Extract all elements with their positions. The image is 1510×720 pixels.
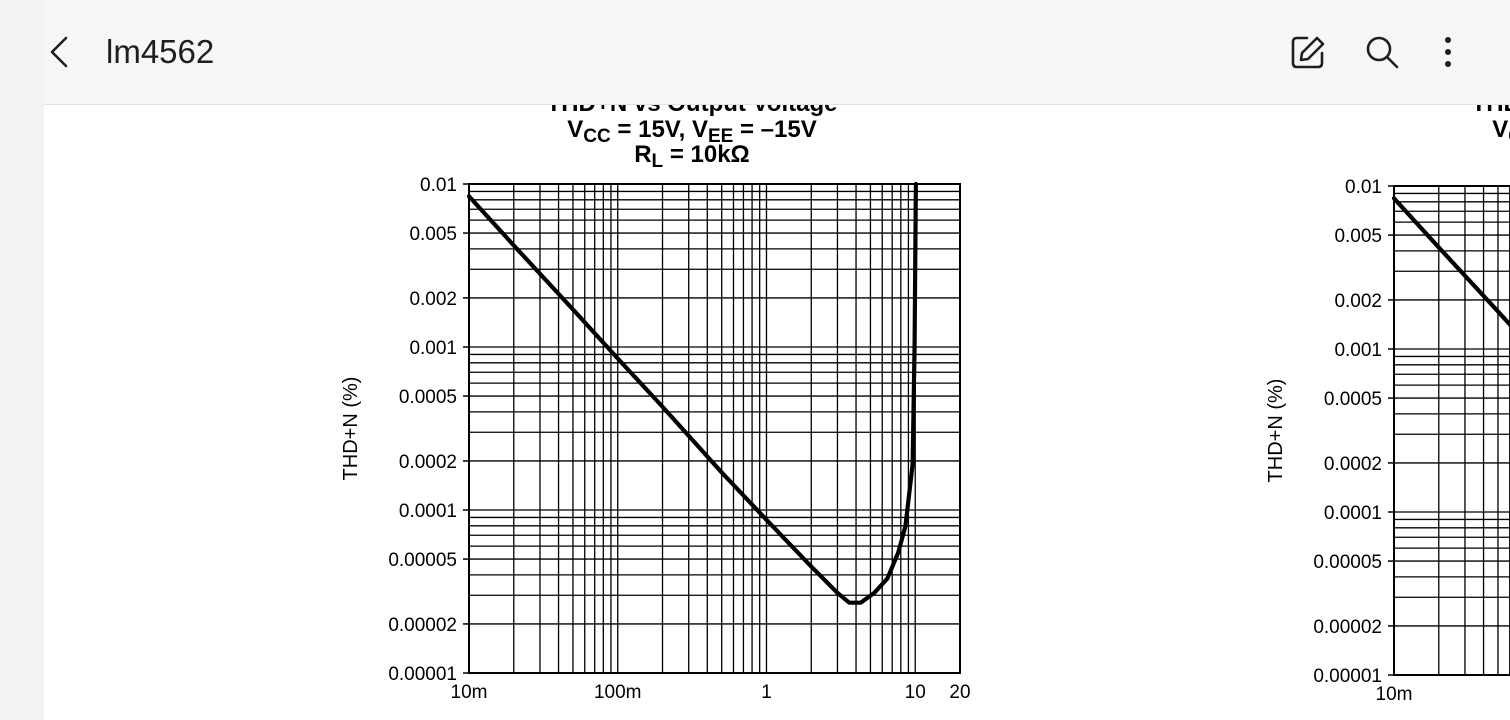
back-button[interactable] [44, 32, 76, 72]
x-tick-label: 10m [451, 682, 488, 703]
subtitle-text: = –15V [733, 116, 816, 143]
subtitle-text: = 15V, V [611, 116, 708, 143]
subtitle-text: V [567, 116, 583, 143]
subtitle-subscript: CC [583, 126, 611, 147]
chart-title: THD+N vs Output Voltage [547, 104, 838, 117]
y-tick-label: 0.005 [1334, 226, 1382, 247]
left-rail [0, 0, 44, 720]
y-tick-label: 0.001 [1334, 340, 1382, 361]
chart-title: THD+N vs Output Voltage [1472, 104, 1510, 117]
plot-frame [1393, 185, 1510, 676]
y-tick-label: 0.00005 [388, 550, 457, 571]
subtitle-text: = 10kΩ [663, 141, 750, 168]
more-vert-icon [1445, 37, 1451, 67]
y-tick-label: 0.002 [1334, 291, 1382, 312]
y-tick-label: 0.0001 [1324, 503, 1382, 524]
subtitle-subscript: L [652, 151, 664, 172]
subtitle-text: R [634, 141, 651, 168]
subtitle-subscript: EE [708, 126, 733, 147]
y-tick-label: 0.00005 [1313, 552, 1382, 573]
plot-frame [468, 183, 961, 674]
y-tick-label: 0.00002 [388, 615, 457, 636]
x-tick-label: 1 [761, 682, 772, 703]
y-tick-label: 0.001 [409, 338, 457, 359]
x-tick-label: 20 [949, 682, 970, 703]
series-line [1391, 196, 1510, 328]
edit-button[interactable] [1288, 32, 1328, 72]
y-tick-label: 0.01 [1345, 177, 1382, 198]
chart-subtitle-line: VCC = 15V, VEE = –15V [567, 116, 816, 147]
subtitle-subscript: CC [1508, 126, 1510, 147]
y-tick-label: 0.00001 [388, 664, 457, 685]
page-title: lm4562 [106, 33, 215, 70]
y-axis-label: THD+N (%) [340, 377, 362, 481]
x-tick-label: 100m [594, 682, 642, 703]
y-tick-label: 0.00001 [1313, 666, 1382, 687]
y-axis-label: THD+N (%) [1265, 379, 1287, 483]
search-icon [1366, 36, 1399, 69]
more-options-button[interactable] [1428, 32, 1468, 72]
y-tick-label: 0.002 [409, 289, 457, 310]
y-tick-label: 0.0001 [399, 501, 457, 522]
y-tick-label: 0.00002 [1313, 617, 1382, 638]
y-tick-label: 0.0002 [1324, 454, 1382, 475]
edit-icon [1291, 36, 1325, 69]
x-tick-label: 10m [1376, 684, 1413, 705]
y-tick-label: 0.005 [409, 224, 457, 245]
series-line [466, 181, 918, 605]
x-tick-label: 10 [905, 682, 926, 703]
subtitle-text: V [1492, 116, 1508, 143]
y-tick-label: 0.0005 [1324, 389, 1382, 410]
y-tick-label: 0.0002 [399, 452, 457, 473]
chart-subtitle-line: RL = 10kΩ [634, 141, 750, 172]
document-viewer[interactable]: 0.01 0.005 0.002 0.001 0.0005 0.0002 0.0001 0.0… [44, 104, 1510, 720]
chart-subtitle-line: VCC = 15V, VEE = –15V [1492, 116, 1510, 147]
y-tick-label: 0.01 [420, 175, 457, 196]
app-bar [44, 0, 1510, 105]
document-page: 0.01 0.005 0.002 0.001 0.0005 0.0002 0.0001 0.0… [340, 104, 1510, 705]
search-button[interactable] [1362, 32, 1402, 72]
y-tick-label: 0.0005 [399, 387, 457, 408]
chevron-left-icon [50, 36, 68, 68]
